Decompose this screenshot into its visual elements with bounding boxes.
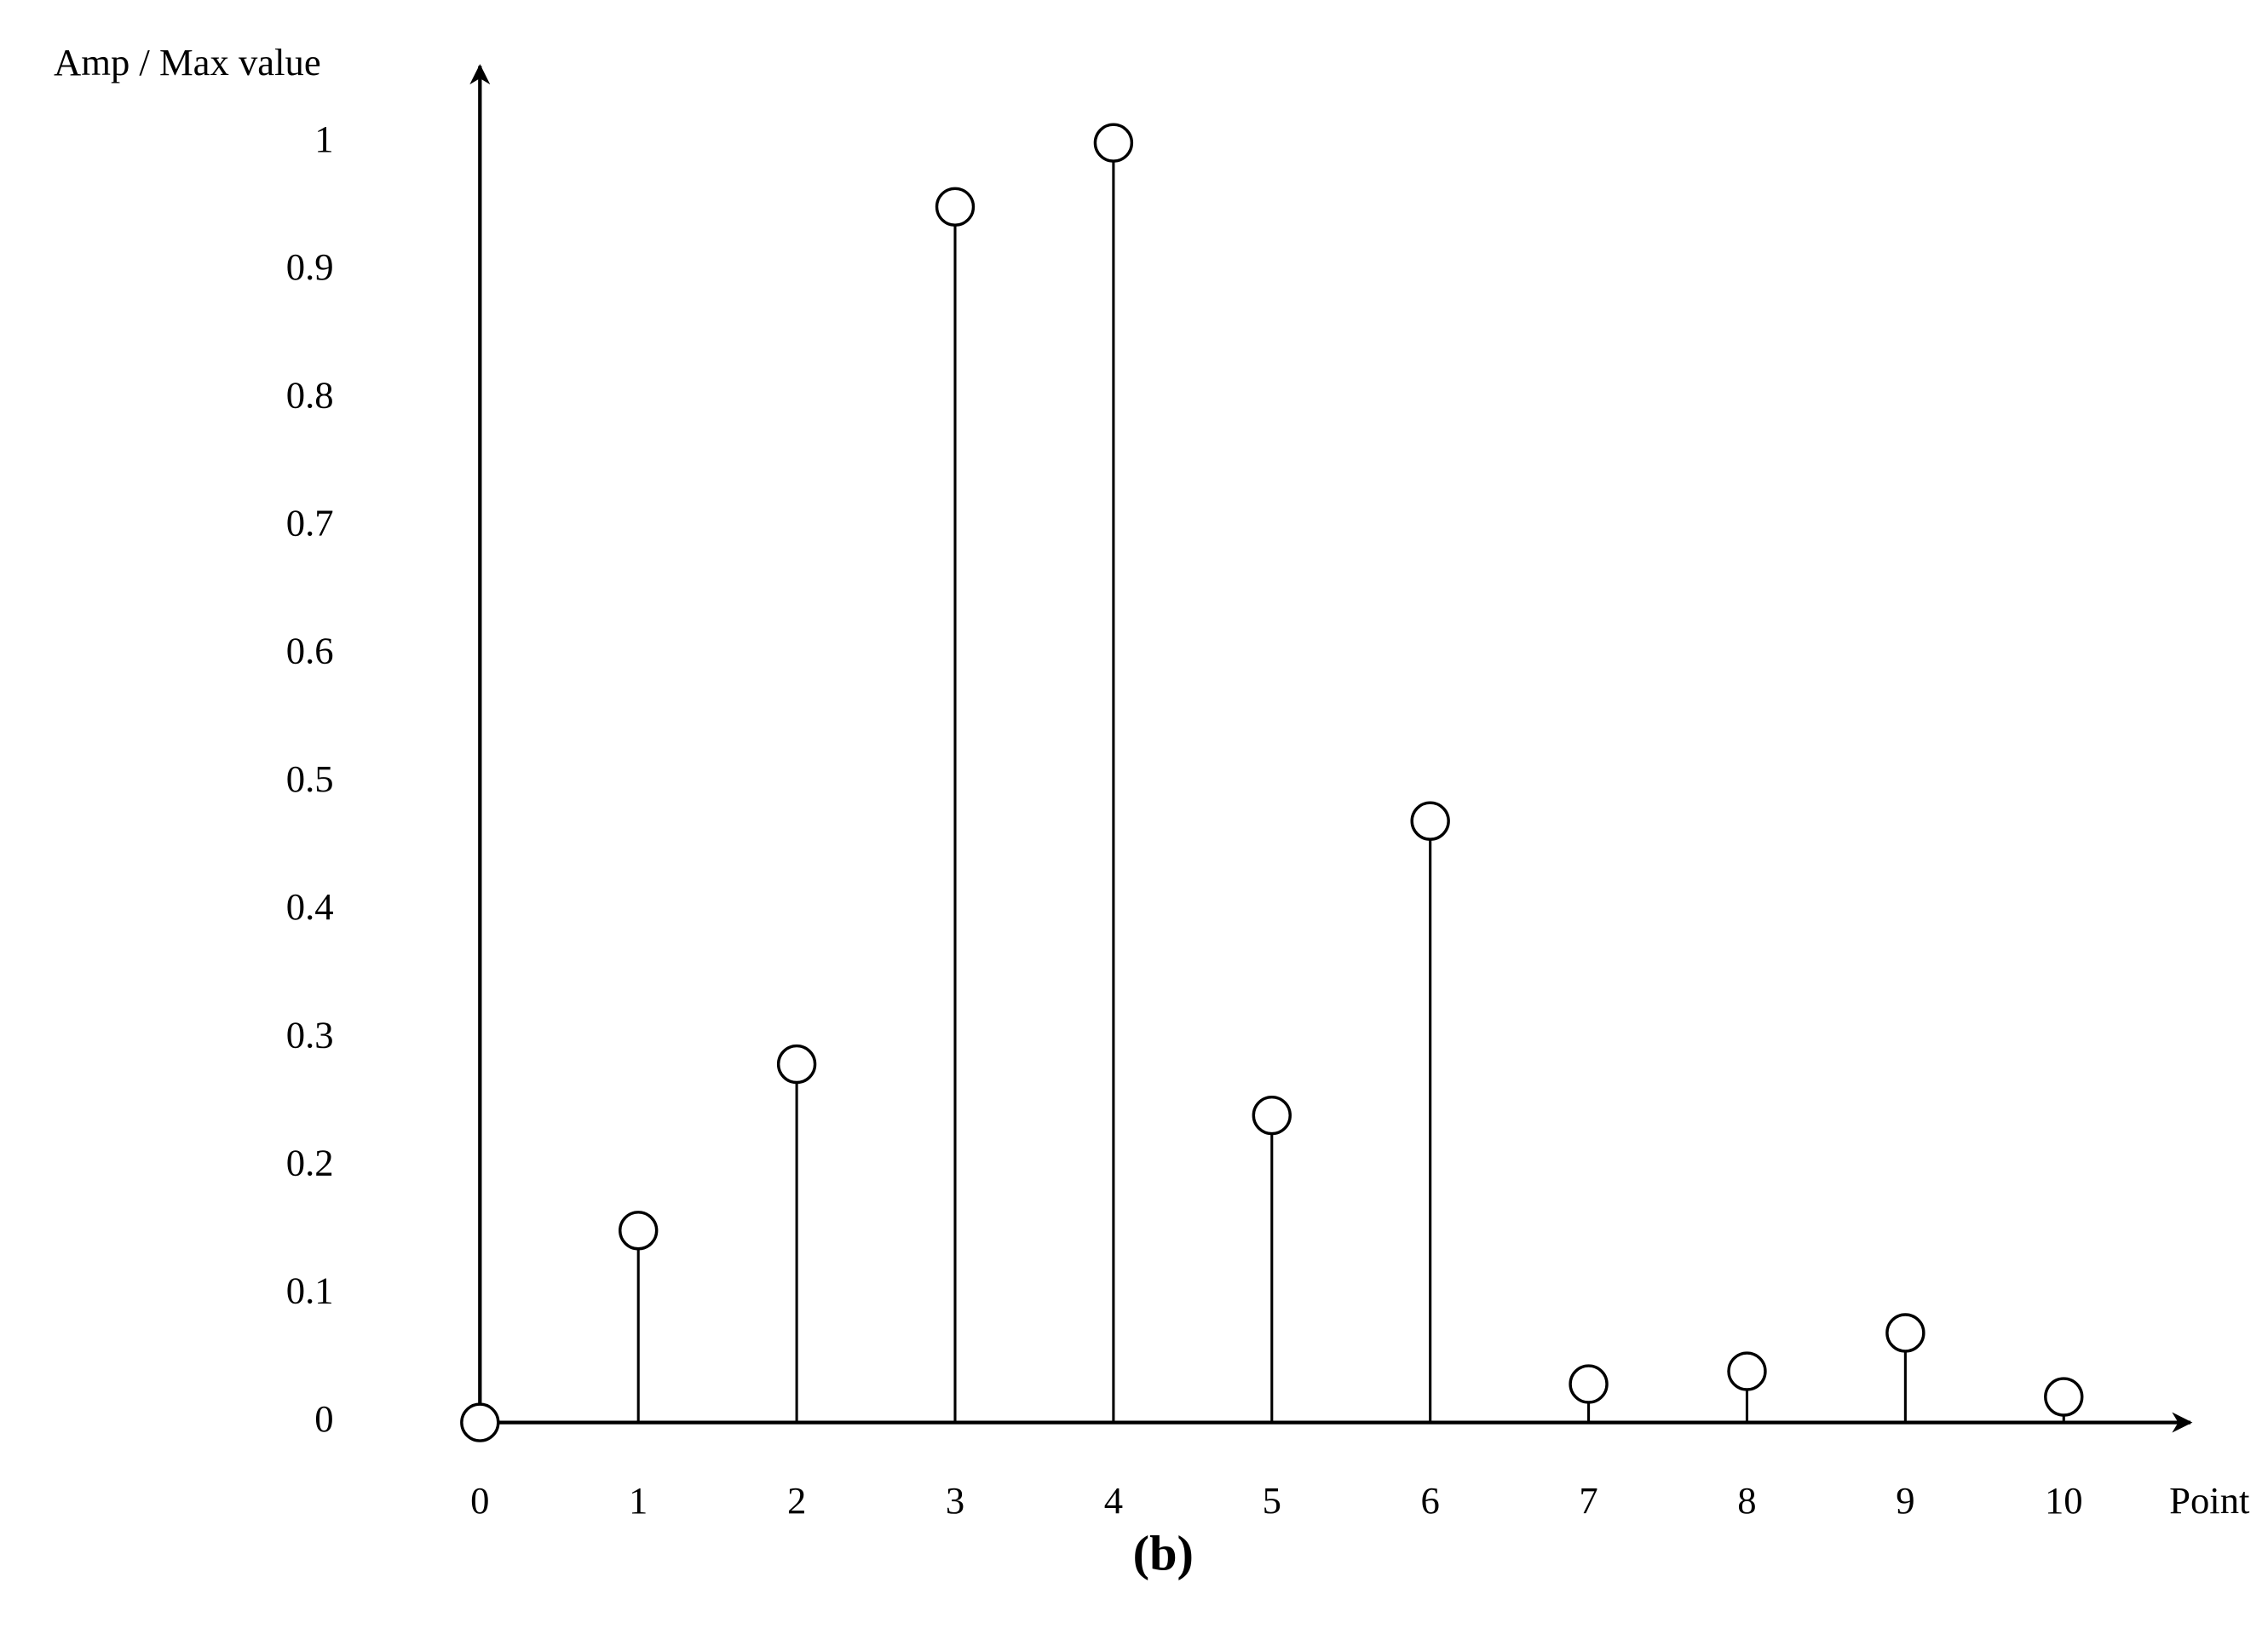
y-tick-label: 1 xyxy=(314,118,333,160)
x-tick-label: 1 xyxy=(629,1479,648,1522)
caption: (b) xyxy=(1133,1526,1194,1581)
stem-marker xyxy=(1410,801,1450,841)
y-tick-label: 0.7 xyxy=(286,501,334,544)
x-tick-label: 0 xyxy=(470,1479,489,1522)
x-tick-label: 3 xyxy=(946,1479,964,1522)
stem-marker xyxy=(1252,1095,1292,1136)
x-tick-label: 2 xyxy=(787,1479,806,1522)
stem-marker xyxy=(460,1402,500,1442)
stem-marker xyxy=(1093,123,1134,163)
x-axis-label: Point xyxy=(2169,1479,2250,1522)
stem-marker xyxy=(2044,1377,2084,1417)
y-tick-label: 0.3 xyxy=(286,1013,334,1056)
y-tick-label: 0.8 xyxy=(286,373,334,416)
y-tick-label: 0.1 xyxy=(286,1269,334,1312)
x-tick-label: 4 xyxy=(1104,1479,1123,1522)
y-tick-label: 0.5 xyxy=(286,757,334,800)
stem-marker xyxy=(1885,1313,1925,1353)
x-tick-label: 8 xyxy=(1737,1479,1756,1522)
stem-marker xyxy=(1727,1351,1767,1391)
x-tick-label: 7 xyxy=(1579,1479,1597,1522)
x-tick-label: 5 xyxy=(1263,1479,1281,1522)
y-tick-label: 0.9 xyxy=(286,245,334,288)
y-tick-label: 0 xyxy=(314,1397,333,1440)
x-tick-label: 6 xyxy=(1421,1479,1440,1522)
y-tick-label: 0.6 xyxy=(286,630,334,672)
stem-marker xyxy=(619,1211,659,1251)
y-tick-label: 0.2 xyxy=(286,1141,334,1183)
x-tick-label: 10 xyxy=(2045,1479,2083,1522)
stem-marker xyxy=(776,1044,817,1085)
stem-marker xyxy=(935,187,976,227)
y-axis-label: Amp / Max value xyxy=(54,41,321,83)
stem-marker xyxy=(1569,1364,1609,1404)
y-tick-label: 0.4 xyxy=(286,885,334,928)
x-tick-label: 9 xyxy=(1896,1479,1914,1522)
